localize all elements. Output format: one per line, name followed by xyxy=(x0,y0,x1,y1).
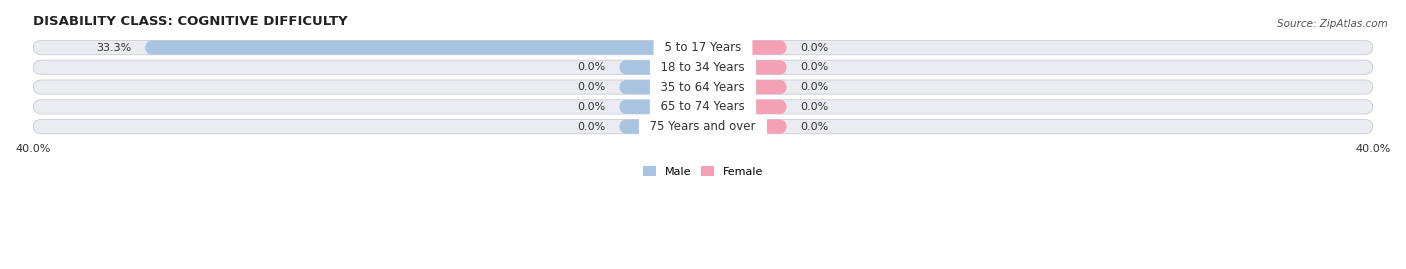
Text: DISABILITY CLASS: COGNITIVE DIFFICULTY: DISABILITY CLASS: COGNITIVE DIFFICULTY xyxy=(32,15,347,28)
Text: 0.0%: 0.0% xyxy=(800,122,828,132)
FancyBboxPatch shape xyxy=(619,60,703,75)
Text: 18 to 34 Years: 18 to 34 Years xyxy=(654,61,752,74)
Text: 65 to 74 Years: 65 to 74 Years xyxy=(654,100,752,113)
Text: 35 to 64 Years: 35 to 64 Years xyxy=(654,81,752,94)
FancyBboxPatch shape xyxy=(703,119,787,134)
Text: 0.0%: 0.0% xyxy=(800,102,828,112)
Text: 0.0%: 0.0% xyxy=(578,82,606,92)
FancyBboxPatch shape xyxy=(703,100,787,114)
FancyBboxPatch shape xyxy=(619,119,703,134)
FancyBboxPatch shape xyxy=(32,40,1374,55)
Text: Source: ZipAtlas.com: Source: ZipAtlas.com xyxy=(1277,19,1388,29)
FancyBboxPatch shape xyxy=(703,60,787,75)
FancyBboxPatch shape xyxy=(32,80,1374,94)
Text: 0.0%: 0.0% xyxy=(578,122,606,132)
FancyBboxPatch shape xyxy=(32,119,1374,134)
Text: 0.0%: 0.0% xyxy=(800,82,828,92)
Text: 0.0%: 0.0% xyxy=(578,62,606,72)
Text: 33.3%: 33.3% xyxy=(96,43,132,52)
Text: 75 Years and over: 75 Years and over xyxy=(643,120,763,133)
FancyBboxPatch shape xyxy=(32,100,1374,114)
Text: 0.0%: 0.0% xyxy=(800,62,828,72)
Text: 5 to 17 Years: 5 to 17 Years xyxy=(657,41,749,54)
FancyBboxPatch shape xyxy=(145,40,703,55)
FancyBboxPatch shape xyxy=(619,80,703,94)
Text: 0.0%: 0.0% xyxy=(800,43,828,52)
FancyBboxPatch shape xyxy=(32,60,1374,75)
Text: 0.0%: 0.0% xyxy=(578,102,606,112)
FancyBboxPatch shape xyxy=(619,100,703,114)
FancyBboxPatch shape xyxy=(703,80,787,94)
Legend: Male, Female: Male, Female xyxy=(638,161,768,181)
FancyBboxPatch shape xyxy=(703,40,787,55)
